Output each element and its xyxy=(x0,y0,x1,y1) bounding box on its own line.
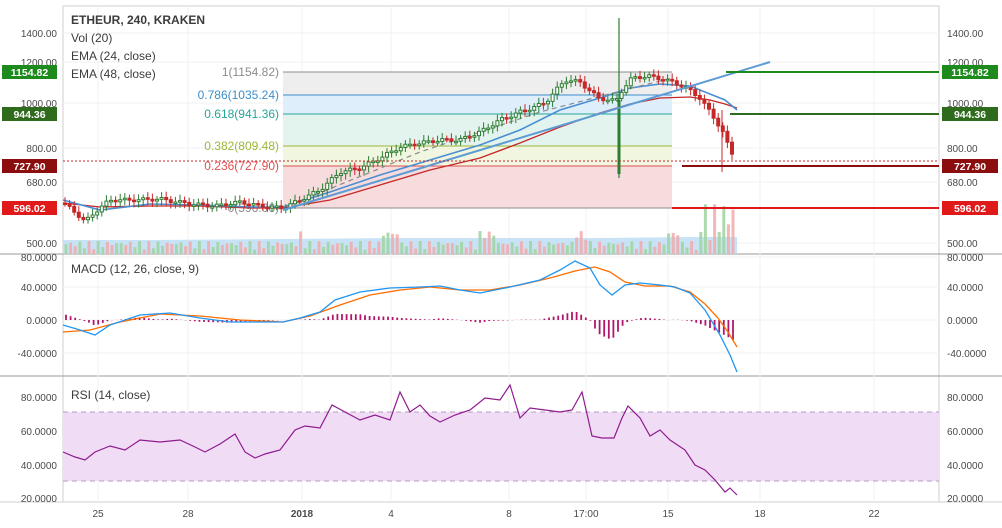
rsi-band xyxy=(63,412,939,481)
fib-label: 0.618(941.36) xyxy=(204,107,279,121)
rsi-tick-right: 20.0000 xyxy=(947,494,984,505)
macd-label[interactable]: MACD (12, 26, close, 9) xyxy=(71,262,199,276)
time-tick: 25 xyxy=(92,509,104,520)
time-tick: 2018 xyxy=(291,509,314,520)
price-tag-right: 1154.82 xyxy=(942,65,998,79)
study-ema24[interactable]: EMA (24, close) xyxy=(71,49,156,63)
fib-zone-0618-0382 xyxy=(283,114,672,146)
rsi-label[interactable]: RSI (14, close) xyxy=(71,388,150,402)
svg-text:944.36: 944.36 xyxy=(954,109,986,121)
time-tick: 4 xyxy=(388,509,394,520)
svg-text:727.90: 727.90 xyxy=(954,161,986,173)
fib-zone-1-0786 xyxy=(283,72,672,95)
price-tick-right: 800.00 xyxy=(947,144,978,155)
price-tick-left: 800.00 xyxy=(26,144,57,155)
macd-line xyxy=(62,260,738,373)
price-tick-left: 500.00 xyxy=(26,239,57,250)
horizontal-levels[interactable] xyxy=(672,71,939,209)
price-tick-left: 1400.00 xyxy=(21,29,58,40)
price-tick-right: 500.00 xyxy=(947,239,978,250)
price-tag-right: 727.90 xyxy=(942,159,998,173)
price-tick-left: 1000.00 xyxy=(21,99,58,110)
fib-zone-0382-0236 xyxy=(283,146,672,166)
price-tag-left: 1154.82 xyxy=(2,65,57,79)
macd-gridlines xyxy=(63,256,939,354)
fib-label: 0.382(809.48) xyxy=(204,139,279,153)
price-tick-right: 1400.00 xyxy=(947,29,984,40)
rsi-tick-right: 60.0000 xyxy=(947,427,984,438)
rsi-axis-right: 80.0000 60.0000 40.0000 20.0000 xyxy=(947,393,984,505)
fib-zone-0236-0 xyxy=(283,166,672,208)
price-tick-left: 680.00 xyxy=(26,178,57,189)
macd-tick-right: -40.0000 xyxy=(947,349,987,360)
fib-label: 1(1154.82) xyxy=(222,65,279,79)
price-axis-left[interactable]: 1400.00 1200.00 1000.00 800.00 680.00 500.00 1… xyxy=(2,29,57,250)
time-tick: 17:00 xyxy=(573,509,598,520)
rsi-tick-left: 40.0000 xyxy=(21,461,58,472)
svg-text:1154.82: 1154.82 xyxy=(951,67,989,79)
svg-text:596.02: 596.02 xyxy=(13,203,45,215)
price-tick-right: 1000.00 xyxy=(947,99,984,110)
macd-tick-right: 40.0000 xyxy=(947,283,984,294)
fib-label: 0.236(727.90) xyxy=(204,159,279,173)
rsi-axis-left: 80.0000 60.0000 40.0000 20.0000 xyxy=(21,393,58,505)
ema-48-line xyxy=(62,96,738,209)
time-tick: 8 xyxy=(506,509,512,520)
svg-text:944.36: 944.36 xyxy=(13,109,45,121)
svg-text:596.02: 596.02 xyxy=(954,203,986,215)
macd-axis-left: 80.0000 40.0000 0.0000 -40.0000 xyxy=(18,253,58,360)
fibonacci-retracement[interactable]: 1(1154.82) 0.786(1035.24) 0.618(941.36) 0.3… xyxy=(198,65,672,215)
study-ema48[interactable]: EMA (48, close) xyxy=(71,67,156,81)
time-axis[interactable]: 25 28 2018 4 8 17:00 15 18 22 xyxy=(92,509,880,520)
rsi-tick-left: 60.0000 xyxy=(21,427,58,438)
volume-bars xyxy=(63,204,737,254)
macd-histogram xyxy=(65,311,734,340)
macd-axis-right: 80.0000 40.0000 0.0000 -40.0000 xyxy=(947,253,987,360)
rsi-tick-left: 20.0000 xyxy=(21,494,58,505)
price-tick-right: 680.00 xyxy=(947,178,978,189)
price-axis-right[interactable]: 1400.00 1200.00 1000.00 800.00 680.00 500.00 1… xyxy=(942,29,998,250)
symbol-title[interactable]: ETHEUR, 240, KRAKEN xyxy=(71,13,205,27)
svg-text:1154.82: 1154.82 xyxy=(11,67,49,79)
price-tick-left: 1200.00 xyxy=(21,58,58,69)
macd-tick-left: 0.0000 xyxy=(26,316,57,327)
macd-tick-left: 80.0000 xyxy=(21,253,58,264)
macd-tick-left: 40.0000 xyxy=(21,283,58,294)
price-tick-right: 1200.00 xyxy=(947,58,984,69)
rsi-tick-right: 80.0000 xyxy=(947,393,984,404)
time-tick: 28 xyxy=(182,509,194,520)
macd-tick-right: 0.0000 xyxy=(947,316,978,327)
price-tag-right: 596.02 xyxy=(942,201,998,215)
rsi-line xyxy=(62,383,738,496)
trend-line[interactable] xyxy=(282,61,771,211)
fib-zone-0786-0618 xyxy=(283,95,672,114)
study-vol[interactable]: Vol (20) xyxy=(71,31,112,45)
time-tick: 15 xyxy=(662,509,674,520)
rsi-tick-left: 80.0000 xyxy=(21,393,58,404)
time-tick: 22 xyxy=(868,509,880,520)
price-tag-left: 944.36 xyxy=(2,107,57,121)
price-tag-right: 944.36 xyxy=(942,107,998,121)
macd-tick-right: 80.0000 xyxy=(947,253,984,264)
macd-tick-left: -40.0000 xyxy=(18,349,58,360)
fib-label: 0.786(1035.24) xyxy=(198,88,279,102)
price-tag-left: 596.02 xyxy=(2,201,57,215)
dashed-trend-channel xyxy=(289,77,673,206)
rsi-tick-right: 40.0000 xyxy=(947,461,984,472)
svg-text:727.90: 727.90 xyxy=(13,161,45,173)
time-tick: 18 xyxy=(754,509,766,520)
price-tag-left: 727.90 xyxy=(2,159,57,173)
